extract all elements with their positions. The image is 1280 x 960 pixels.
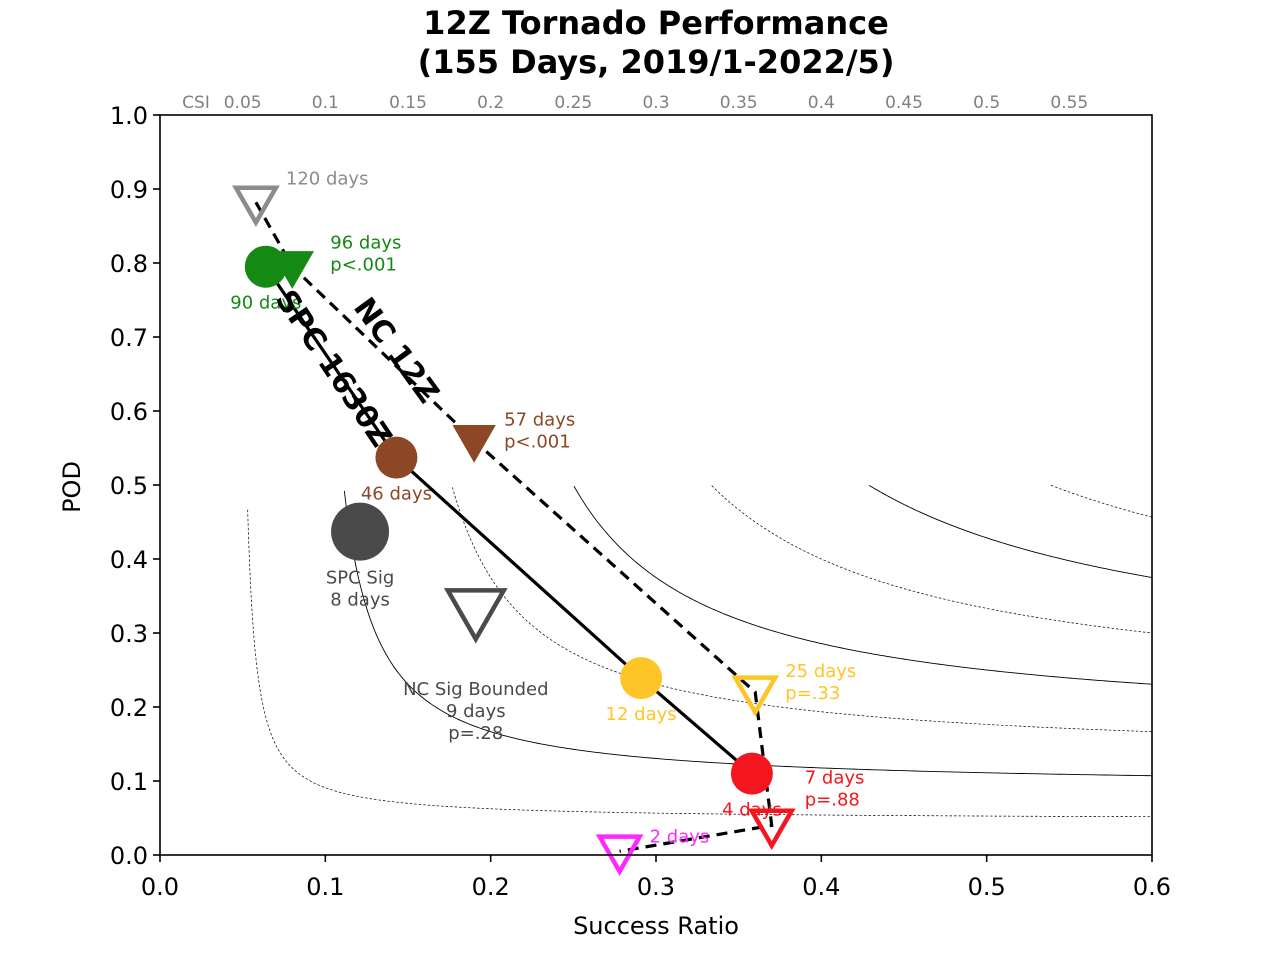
csi-tick-label: 0.05 <box>224 93 262 113</box>
data-markers <box>232 185 796 876</box>
x-tick-label: 0.5 <box>968 873 1006 901</box>
csi-contour-line <box>573 485 1152 685</box>
point-annotation: 120 days <box>286 168 369 189</box>
x-tick-label: 0.6 <box>1133 873 1171 901</box>
nc-triangle-marker <box>232 185 280 228</box>
x-tick-label: 0.4 <box>802 873 840 901</box>
point-annotation: 9 days <box>446 701 506 722</box>
point-annotation: p=.88 <box>805 789 860 810</box>
point-annotation: p=.28 <box>448 723 503 744</box>
spc-sig-circle-marker <box>331 502 390 561</box>
csi-contour-line <box>1151 212 1152 213</box>
csi-tick-label: 0.15 <box>389 93 427 113</box>
csi-contour-line <box>868 485 1152 578</box>
point-annotation: 4 days <box>722 800 782 821</box>
y-axis: 0.0 0.1 0.2 0.3 0.4 0.5 0.6 0.7 0.8 0.9 1.0 <box>110 102 160 870</box>
point-annotation: p<.001 <box>504 432 571 453</box>
chart-title-line-1: 12Z Tornado Performance <box>423 4 889 42</box>
point-annotation: 25 days <box>785 661 856 682</box>
x-axis-label: Success Ratio <box>573 912 739 940</box>
point-annotation: 96 days <box>330 233 401 254</box>
csi-contour-line <box>247 509 1152 818</box>
csi-labels: CSI 0.05 0.1 0.15 0.2 0.25 0.3 0.35 0.4 0.45 0.5 0… <box>182 93 1088 113</box>
csi-tick-label: 0.2 <box>477 93 504 113</box>
point-annotation: 46 days <box>361 484 432 505</box>
y-tick-label: 0.4 <box>110 546 148 574</box>
series-line <box>264 265 753 775</box>
x-tick-label: 0.1 <box>306 873 344 901</box>
y-tick-label: 0.1 <box>110 768 148 796</box>
csi-contour-line <box>1151 379 1152 380</box>
nc-sig-triangle-marker <box>443 588 508 644</box>
y-tick-label: 0.8 <box>110 250 148 278</box>
y-tick-label: 0.6 <box>110 398 148 426</box>
x-tick-label: 0.0 <box>141 873 179 901</box>
point-annotation: 12 days <box>606 704 677 725</box>
csi-contour-line <box>452 487 1152 733</box>
nc-triangle-marker <box>452 424 496 463</box>
csi-tick-label: 0.25 <box>554 93 592 113</box>
csi-tick-label: 0.5 <box>973 93 1000 113</box>
csi-tick-label: 0.45 <box>885 93 923 113</box>
point-annotation: 57 days <box>504 410 575 431</box>
y-tick-label: 0.3 <box>110 620 148 648</box>
nc-triangle-marker <box>731 675 780 717</box>
chart-title-line-2: (155 Days, 2019/1-2022/5) <box>418 43 895 81</box>
nc-triangle-marker <box>595 834 644 876</box>
y-tick-label: 1.0 <box>110 102 148 130</box>
csi-tick-label: 0.55 <box>1050 93 1088 113</box>
csi-contour-line <box>1151 451 1152 452</box>
point-annotation: NC Sig Bounded <box>403 679 548 700</box>
point-annotation: 8 days <box>330 590 390 611</box>
point-annotation: 2 days <box>650 826 710 847</box>
spc-circle-marker <box>375 436 418 479</box>
y-tick-label: 0.0 <box>110 842 148 870</box>
spc-circle-marker <box>730 752 773 795</box>
nc-triangle-marker <box>270 251 314 289</box>
csi-tick-label: 0.3 <box>642 93 669 113</box>
point-annotation: p<.001 <box>330 255 397 276</box>
csi-tick-label: 0.1 <box>312 93 339 113</box>
csi-tick-label: 0.4 <box>808 93 835 113</box>
y-tick-label: 0.9 <box>110 176 148 204</box>
csi-axis-label: CSI <box>182 93 210 113</box>
nc-triangle-marker <box>747 808 796 851</box>
point-annotation: 7 days <box>805 767 865 788</box>
csi-contour-line <box>343 490 1152 777</box>
data-annotations: 90 days 46 days 12 days 4 days 120 days 96 da… <box>230 168 864 847</box>
x-tick-label: 0.3 <box>637 873 675 901</box>
y-tick-label: 0.5 <box>110 472 148 500</box>
y-axis-label: POD <box>58 461 86 513</box>
plot-frame <box>159 114 1153 856</box>
csi-contour-line <box>1050 484 1152 518</box>
spc-circle-marker <box>620 657 663 700</box>
x-axis: 0.0 0.1 0.2 0.3 0.4 0.5 0.6 <box>141 855 1171 901</box>
csi-contour-line <box>1151 300 1152 301</box>
point-annotation: 90 days <box>230 293 301 314</box>
x-tick-label: 0.2 <box>472 873 510 901</box>
csi-tick-label: 0.35 <box>720 93 758 113</box>
point-annotation: SPC Sig <box>326 568 394 589</box>
chart-title: 12Z Tornado Performance (155 Days, 2019/… <box>418 4 895 81</box>
y-tick-label: 0.2 <box>110 694 148 722</box>
y-tick-label: 0.7 <box>110 324 148 352</box>
csi-contour-line <box>711 485 1152 634</box>
point-annotation: p=.33 <box>785 683 840 704</box>
csi-contours <box>247 212 1152 818</box>
